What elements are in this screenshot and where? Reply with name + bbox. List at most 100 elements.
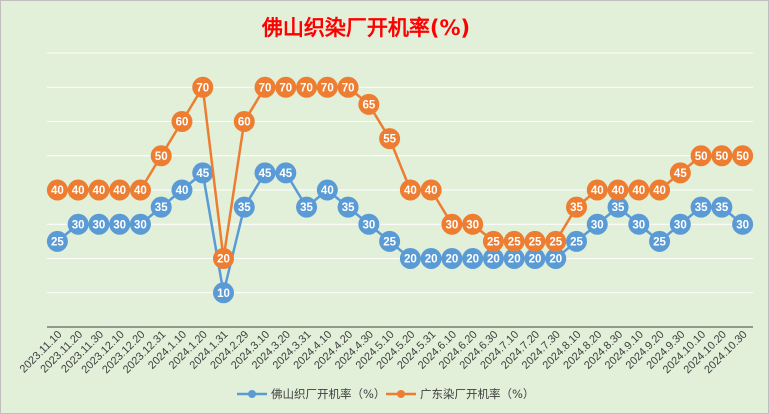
data-point bbox=[690, 145, 712, 167]
data-point bbox=[607, 179, 629, 201]
data-label: 25 bbox=[570, 236, 583, 248]
data-point bbox=[46, 179, 68, 201]
data-point bbox=[711, 145, 733, 167]
data-label: 40 bbox=[425, 185, 438, 197]
data-point bbox=[379, 230, 401, 252]
legend: 佛山织厂开机率（%） 广东染厂开机率（%） bbox=[237, 387, 534, 401]
data-point bbox=[296, 196, 318, 218]
data-point bbox=[524, 248, 546, 269]
data-point bbox=[316, 179, 338, 201]
data-point bbox=[150, 145, 172, 167]
data-point bbox=[462, 213, 484, 235]
data-point bbox=[88, 179, 110, 201]
data-label: 50 bbox=[155, 151, 168, 163]
data-point bbox=[150, 196, 172, 218]
data-label: 50 bbox=[715, 151, 728, 163]
data-point bbox=[46, 230, 68, 252]
data-label: 70 bbox=[196, 82, 209, 94]
data-point bbox=[566, 196, 587, 218]
data-label: 25 bbox=[549, 236, 562, 248]
data-point bbox=[649, 179, 671, 201]
data-point bbox=[171, 111, 193, 132]
data-label: 40 bbox=[653, 185, 666, 197]
data-point bbox=[607, 196, 629, 218]
data-point bbox=[213, 248, 234, 269]
legend-item-series-2: 广东染厂开机率（%） bbox=[386, 387, 534, 401]
legend-item-series-1: 佛山织厂开机率（%） bbox=[237, 387, 385, 401]
data-point bbox=[420, 248, 442, 269]
data-label: 25 bbox=[51, 236, 64, 248]
data-point bbox=[192, 162, 214, 184]
data-label: 40 bbox=[113, 185, 126, 197]
data-label: 30 bbox=[632, 219, 645, 231]
data-label: 40 bbox=[176, 185, 189, 197]
data-label: 70 bbox=[300, 82, 313, 94]
data-point bbox=[275, 162, 297, 184]
data-label: 40 bbox=[93, 185, 106, 197]
data-point bbox=[337, 196, 359, 218]
data-label: 45 bbox=[196, 168, 209, 180]
data-point bbox=[628, 213, 650, 235]
data-point bbox=[503, 248, 525, 269]
data-label: 30 bbox=[591, 219, 604, 231]
data-label: 35 bbox=[342, 202, 355, 214]
data-point bbox=[482, 248, 504, 269]
data-point bbox=[524, 230, 546, 252]
data-point bbox=[566, 230, 587, 252]
data-label: 40 bbox=[404, 185, 417, 197]
x-axis: 2023.11.102023.11.202023.11.302023.12.10… bbox=[18, 326, 753, 376]
data-label: 10 bbox=[217, 288, 230, 300]
data-label: 40 bbox=[612, 185, 625, 197]
legend-label-series-2: 广东染厂开机率（%） bbox=[420, 387, 534, 401]
data-label: 25 bbox=[529, 236, 542, 248]
data-label: 20 bbox=[404, 254, 417, 266]
data-label: 60 bbox=[238, 117, 251, 129]
series-layer: 25 30 30 30 30 35 40 45 10 35 45 45 35 40 35 30 25 20 20 20… bbox=[46, 76, 754, 304]
data-point bbox=[545, 248, 567, 269]
data-point bbox=[711, 196, 733, 218]
data-point bbox=[441, 213, 463, 235]
data-point bbox=[669, 213, 691, 235]
chart-title: 佛山织染厂开机率(%) bbox=[261, 16, 470, 40]
data-label: 30 bbox=[466, 219, 479, 231]
data-point bbox=[213, 282, 234, 304]
data-label: 40 bbox=[632, 185, 645, 197]
data-point bbox=[586, 213, 608, 235]
data-label: 35 bbox=[695, 202, 708, 214]
gridlines bbox=[47, 52, 753, 294]
data-point bbox=[732, 213, 754, 235]
legend-marker-series-1 bbox=[248, 390, 256, 398]
data-label: 20 bbox=[446, 254, 459, 266]
data-point bbox=[67, 179, 89, 201]
data-label: 40 bbox=[72, 185, 85, 197]
data-point bbox=[649, 230, 671, 252]
data-point bbox=[192, 76, 214, 98]
legend-marker-series-2 bbox=[397, 390, 405, 398]
data-label: 25 bbox=[653, 236, 666, 248]
data-point bbox=[399, 179, 421, 201]
data-point bbox=[420, 179, 442, 201]
data-point bbox=[337, 76, 359, 98]
data-label: 45 bbox=[674, 168, 687, 180]
data-label: 30 bbox=[362, 219, 375, 231]
series-2: 40 40 40 40 40 50 60 70 20 60 70 70 70 70 70 65 55 40 40 30… bbox=[46, 76, 754, 269]
data-point bbox=[67, 213, 89, 235]
data-point bbox=[88, 213, 110, 235]
series-line bbox=[56, 171, 744, 294]
data-point bbox=[171, 179, 193, 201]
data-point bbox=[358, 213, 380, 235]
data-point bbox=[482, 230, 504, 252]
data-label: 60 bbox=[176, 117, 189, 129]
data-label: 35 bbox=[570, 202, 583, 214]
data-point bbox=[129, 179, 151, 201]
data-label: 70 bbox=[279, 82, 292, 94]
data-label: 45 bbox=[279, 168, 292, 180]
data-label: 30 bbox=[113, 219, 126, 231]
data-label: 40 bbox=[321, 185, 334, 197]
data-point bbox=[586, 179, 608, 201]
data-point bbox=[233, 111, 255, 132]
data-point bbox=[669, 162, 691, 184]
data-label: 25 bbox=[487, 236, 500, 248]
data-point bbox=[233, 196, 255, 218]
